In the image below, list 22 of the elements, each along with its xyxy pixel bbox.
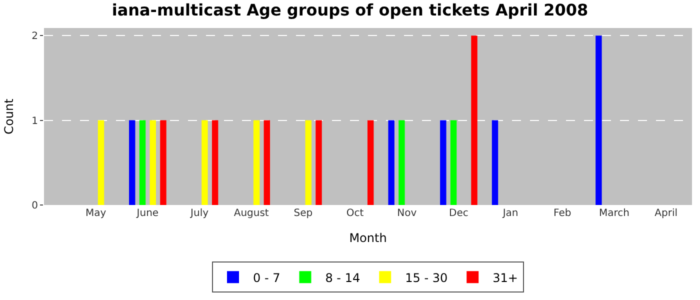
x-tick-label: Jan — [502, 208, 518, 219]
y-axis-title: Count — [2, 98, 16, 134]
x-tick-label: Feb — [554, 208, 572, 219]
x-tick-label: August — [234, 208, 269, 219]
x-tick-label: Dec — [449, 208, 468, 219]
x-tick-label: Oct — [346, 208, 364, 219]
y-tick-label: 0 — [32, 200, 38, 212]
x-tick-label: June — [136, 208, 159, 219]
x-tick-label: Sep — [294, 208, 313, 219]
legend-label: 15 - 30 — [405, 270, 448, 285]
legend-label: 31+ — [492, 270, 518, 285]
x-tick-label: July — [190, 208, 209, 219]
legend-label: 0 - 7 — [253, 270, 280, 285]
x-tick-label: May — [85, 208, 106, 219]
x-axis-title: Month — [349, 230, 387, 245]
x-tick-label: March — [599, 208, 630, 219]
y-tick-label: 1 — [32, 116, 38, 127]
y-tick-label: 2 — [32, 31, 38, 42]
legend-label: 8 - 14 — [325, 270, 360, 285]
chart-title: iana-multicast Age groups of open tickets April 2008 — [112, 0, 588, 20]
x-tick-label: Nov — [397, 208, 417, 219]
x-tick-label: April — [654, 208, 678, 219]
